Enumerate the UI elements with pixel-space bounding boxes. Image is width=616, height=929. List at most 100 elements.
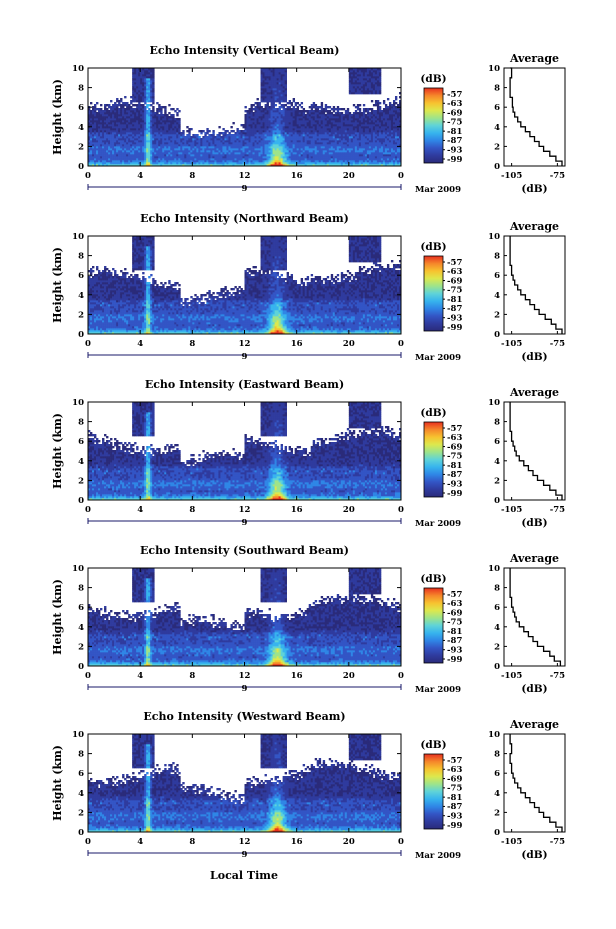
colorbar-tick-label: -99 <box>447 821 462 831</box>
average-x-label: (dB) <box>521 183 547 195</box>
average-profile-line <box>509 402 563 500</box>
x-tick-label: 4 <box>137 671 143 681</box>
y-tick-label: 0 <box>78 330 84 340</box>
y-tick-label: 2 <box>78 310 84 320</box>
colorbar-tick-label: -87 <box>447 802 462 812</box>
y-tick-label: 6 <box>78 603 84 613</box>
average-title: Average <box>509 386 559 399</box>
y-tick-label: 6 <box>78 271 84 281</box>
y-tick-label: 8 <box>78 252 84 262</box>
average-y-tick-label: 6 <box>494 603 500 613</box>
colorbar <box>423 87 444 164</box>
panel-title: Echo Intensity (Westward Beam) <box>143 710 345 723</box>
average-y-tick-label: 4 <box>494 123 500 133</box>
average-x-tick-label: -75 <box>550 505 565 515</box>
colorbar-unit: (dB) <box>420 407 446 419</box>
average-y-tick-label: 0 <box>494 662 500 672</box>
average-title: Average <box>509 552 559 565</box>
colorbar-tick-label: -69 <box>447 442 462 452</box>
y-tick-label: 8 <box>78 418 84 428</box>
average-y-tick-label: 2 <box>494 142 500 152</box>
colorbar-tick-label: -57 <box>447 590 462 600</box>
date-label: Mar 2009 <box>415 353 461 363</box>
panel-2: Echo Intensity (Northward Beam)0 4 8 12 16 20… <box>51 212 566 363</box>
y-tick-label: 4 <box>78 123 84 133</box>
heatmap-field <box>88 236 402 335</box>
colorbar-tick-label: -99 <box>447 489 462 499</box>
y-tick-label: 0 <box>78 828 84 838</box>
colorbar-tick-label: -81 <box>447 627 462 637</box>
colorbar-tick-label: -57 <box>447 258 462 268</box>
heatmap-field <box>88 734 402 833</box>
colorbar <box>423 255 444 332</box>
x-tick-label: 16 <box>291 671 303 681</box>
y-tick-label: 6 <box>78 103 84 113</box>
x-tick-label: 16 <box>291 505 303 515</box>
average-y-tick-label: 10 <box>488 730 500 740</box>
y-axis-label: Height (km) <box>51 79 64 155</box>
date-bar-label: 9 <box>242 184 248 194</box>
average-y-tick-label: 6 <box>494 103 500 113</box>
colorbar-tick-label: -75 <box>447 452 462 462</box>
y-tick-label: 10 <box>72 398 84 408</box>
x-tick-label: 8 <box>189 837 195 847</box>
colorbar-tick-label: -75 <box>447 286 462 296</box>
colorbar-unit: (dB) <box>420 73 446 85</box>
average-y-tick-label: 8 <box>494 252 500 262</box>
colorbar-tick-label: -63 <box>447 99 462 109</box>
y-tick-label: 2 <box>78 476 84 486</box>
colorbar-tick-label: -81 <box>447 127 462 137</box>
average-y-tick-label: 4 <box>494 789 500 799</box>
x-tick-label: 0 <box>85 671 91 681</box>
average-y-tick-label: 8 <box>494 750 500 760</box>
colorbar-tick-label: -93 <box>447 646 462 656</box>
colorbar-tick-label: -81 <box>447 793 462 803</box>
average-y-tick-label: 10 <box>488 564 500 574</box>
average-y-tick-label: 10 <box>488 232 500 242</box>
x-tick-label: 20 <box>343 339 355 349</box>
average-y-tick-label: 8 <box>494 84 500 94</box>
x-tick-label: 8 <box>189 505 195 515</box>
average-x-tick-label: -75 <box>550 171 565 181</box>
colorbar-unit: (dB) <box>420 739 446 751</box>
average-x-tick-label: -75 <box>550 339 565 349</box>
average-x-tick-label: -105 <box>501 505 522 515</box>
y-axis-label: Height (km) <box>51 579 64 655</box>
y-axis-label: Height (km) <box>51 247 64 323</box>
y-tick-label: 4 <box>78 291 84 301</box>
y-tick-label: 8 <box>78 750 84 760</box>
x-tick-label: 16 <box>291 339 303 349</box>
x-tick-label: 0 <box>85 505 91 515</box>
x-tick-label: 4 <box>137 171 143 181</box>
y-tick-label: 6 <box>78 769 84 779</box>
average-y-tick-label: 10 <box>488 64 500 74</box>
x-tick-label: 8 <box>189 171 195 181</box>
average-x-tick-label: -105 <box>501 837 522 847</box>
average-y-tick-label: 8 <box>494 418 500 428</box>
date-label: Mar 2009 <box>415 519 461 529</box>
average-y-tick-label: 8 <box>494 584 500 594</box>
average-y-tick-label: 2 <box>494 476 500 486</box>
x-tick-label: 20 <box>343 171 355 181</box>
date-label: Mar 2009 <box>415 851 461 861</box>
y-tick-label: 0 <box>78 662 84 672</box>
average-y-tick-label: 10 <box>488 398 500 408</box>
colorbar-tick-label: -87 <box>447 470 462 480</box>
date-label: Mar 2009 <box>415 685 461 695</box>
average-frame <box>503 401 566 501</box>
colorbar-unit: (dB) <box>420 241 446 253</box>
colorbar-tick-label: -87 <box>447 304 462 314</box>
y-tick-label: 0 <box>78 162 84 172</box>
average-x-tick-label: -105 <box>501 171 522 181</box>
colorbar <box>423 421 444 498</box>
x-tick-label: 4 <box>137 505 143 515</box>
average-y-tick-label: 2 <box>494 310 500 320</box>
colorbar-tick-label: -93 <box>447 812 462 822</box>
x-tick-label: 16 <box>291 837 303 847</box>
x-tick-label: 12 <box>239 505 251 515</box>
y-axis-label: Height (km) <box>51 745 64 821</box>
average-y-tick-label: 6 <box>494 769 500 779</box>
colorbar-tick-label: -93 <box>447 146 462 156</box>
colorbar-tick-label: -63 <box>447 267 462 277</box>
